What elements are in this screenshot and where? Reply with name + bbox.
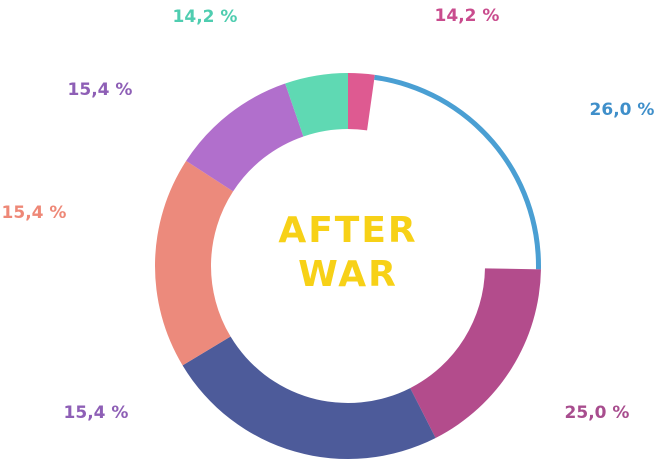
donut-slices xyxy=(154,73,541,460)
slice-label-5: 15,4 % xyxy=(2,203,67,223)
slice-label-3: 25,0 % xyxy=(565,403,630,423)
extra-label-1: 15,4 % xyxy=(64,403,129,423)
donut-slice-4 xyxy=(182,336,436,460)
donut-slice-5 xyxy=(154,160,234,366)
slice-label-6: 15,4 % xyxy=(68,80,133,100)
center-label-line-2: WAR xyxy=(298,254,398,295)
slice-labels: 14,2 % 26,0 % 25,0 % 15,4 % 15,4 % 14,2 % 15,4… xyxy=(2,6,655,423)
donut-slice-1 xyxy=(348,73,375,131)
donut-slice-6 xyxy=(186,83,304,192)
donut-slice-3 xyxy=(410,268,541,438)
center-label-line-1: AFTER xyxy=(278,210,417,251)
slice-label-7: 14,2 % xyxy=(173,7,238,27)
slice-label-2: 26,0 % xyxy=(590,100,655,120)
slice-label-1: 14,2 % xyxy=(435,6,500,26)
donut-slice-7 xyxy=(285,73,348,137)
